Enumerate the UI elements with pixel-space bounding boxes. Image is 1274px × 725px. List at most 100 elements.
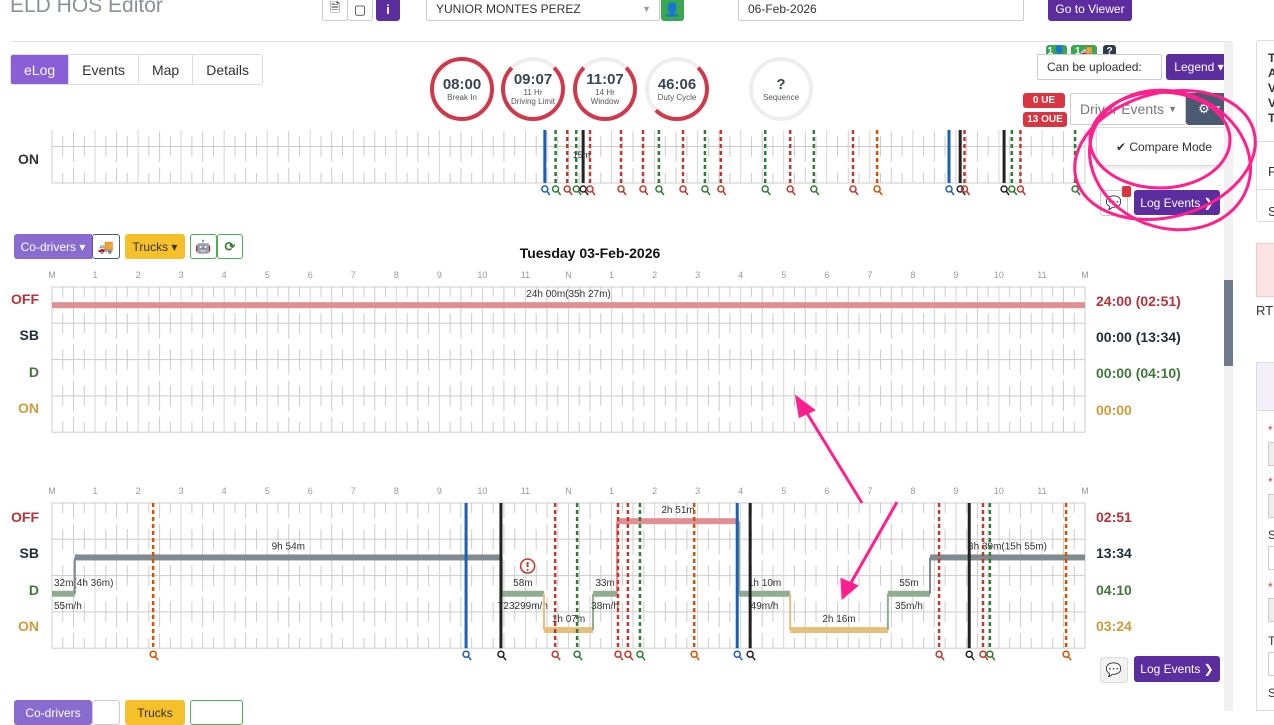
document-icon: 🗎: [329, 0, 341, 15]
tab-events[interactable]: Events: [69, 55, 139, 84]
segment-speed-label: 723299m/h: [498, 601, 548, 612]
status-segment-off: [617, 518, 739, 525]
event-marker-icon: [960, 185, 969, 193]
android-button[interactable]: 🤖: [190, 234, 217, 259]
required-marker: *: [1268, 423, 1273, 437]
note-icon-button[interactable]: ▢: [347, 0, 373, 21]
status-segment-on: [790, 627, 888, 634]
driver-profile-button[interactable]: 👤: [661, 0, 684, 21]
document-icon-button[interactable]: 🗎: [322, 0, 348, 21]
hour-label: 10: [477, 270, 487, 280]
gauge-sequence: ? Sequence: [749, 57, 813, 121]
hour-label: 5: [781, 486, 786, 496]
hour-label: 4: [738, 486, 743, 496]
side-input[interactable]: [1268, 598, 1274, 622]
truck-button[interactable]: 🚚: [92, 234, 120, 259]
co-drivers-dropdown[interactable]: Co-drivers ▾: [14, 234, 92, 259]
gauge-label: 11 Hr: [523, 88, 543, 97]
hour-label: N: [565, 270, 572, 280]
driver-select[interactable]: YUNIOR MONTES PEREZ ▼: [426, 0, 660, 21]
hour-label: 2: [652, 486, 657, 496]
hour-label: 8: [394, 486, 399, 496]
event-marker-icon: [497, 650, 505, 658]
segment-speed-label: 38m/h: [591, 601, 619, 612]
event-marker-icon: [761, 185, 769, 193]
gauge-value: 46:06: [657, 75, 697, 93]
hour-label: 6: [824, 270, 829, 280]
events-filter-select[interactable]: Driver Events ▼: [1070, 93, 1186, 125]
total-on: 00:00: [1096, 401, 1132, 418]
event-marker-icon: [1000, 185, 1008, 193]
refresh-icon: ⟳: [224, 238, 236, 254]
hour-label: 11: [1037, 270, 1046, 280]
row-label-d: D: [28, 363, 39, 380]
event-marker-icon: [573, 650, 581, 658]
refresh-button[interactable]: ⟳: [217, 234, 243, 259]
event-marker-icon: [1008, 185, 1016, 193]
trucks-dropdown[interactable]: Trucks ▾: [125, 234, 185, 259]
truck-button[interactable]: [92, 700, 120, 725]
gauge-sublabel: Window: [590, 97, 620, 106]
tab-map[interactable]: Map: [139, 55, 194, 84]
side-label: S: [1268, 686, 1274, 700]
gauge-duty-cycle: 46:06 Duty Cycle: [645, 57, 709, 121]
event-marker-icon: [849, 185, 857, 193]
co-drivers-dropdown[interactable]: Co-drivers: [14, 700, 92, 725]
event-marker-icon-handle: [644, 190, 649, 196]
event-marker-icon: [873, 185, 881, 193]
total-sb: 13:34: [1096, 545, 1132, 562]
status-segment-d: [593, 590, 618, 597]
scrollbar[interactable]: [1224, 42, 1233, 711]
status-segment-d: [52, 590, 75, 597]
hour-label: 7: [351, 270, 356, 280]
total-d: 04:10: [1096, 581, 1132, 598]
row-label-off: OFF: [11, 291, 39, 307]
gauge-value: 11:07: [586, 71, 624, 88]
tab-elog[interactable]: eLog: [11, 55, 70, 84]
event-marker-icon: [965, 650, 973, 658]
side-input[interactable]: [1268, 494, 1274, 518]
event-marker-icon: [986, 650, 994, 658]
event-marker-icon-handle: [684, 190, 689, 196]
event-marker-icon-handle: [577, 190, 582, 196]
hour-label: 5: [265, 270, 270, 280]
hour-label: 9: [953, 486, 958, 496]
log-events-button[interactable]: Log Events ❯: [1134, 656, 1220, 682]
go-to-viewer-button[interactable]: Go to Viewer: [1048, 0, 1132, 21]
hour-label: 3: [179, 486, 184, 496]
event-marker-icon: [679, 185, 687, 193]
menu-item-compare-mode[interactable]: ✔ Compare Mode: [1115, 139, 1213, 154]
comments-button-disabled[interactable]: 💬: [1100, 657, 1128, 683]
event-marker-icon: [617, 185, 625, 193]
upload-status-select[interactable]: Can be uploaded:: [1037, 54, 1162, 80]
segment-duration-label: 15m: [573, 150, 591, 160]
info-button[interactable]: i: [376, 0, 400, 21]
event-marker-icon-handle: [660, 190, 665, 196]
event-marker-icon-handle: [1076, 190, 1081, 196]
side-input[interactable]: [1268, 652, 1274, 676]
hour-label: 9: [437, 270, 442, 280]
trucks-dropdown[interactable]: Trucks: [125, 700, 185, 725]
hour-label: 3: [179, 270, 184, 280]
scrollbar-thumb[interactable]: [1224, 280, 1233, 366]
side-input[interactable]: [1268, 546, 1274, 570]
event-marker-icon-handle: [502, 655, 507, 661]
hour-label: 9: [953, 270, 958, 280]
tab-details[interactable]: Details: [206, 61, 249, 78]
date-input[interactable]: 06-Feb-2026: [738, 0, 1024, 21]
android-refresh-group[interactable]: [190, 700, 243, 725]
legend-button[interactable]: Legend ▾: [1166, 54, 1232, 80]
segment-duration-label: 1h 10m: [748, 578, 781, 589]
event-marker-icon-handle: [154, 655, 159, 661]
hour-label: 11: [521, 486, 530, 496]
side-input[interactable]: [1268, 442, 1274, 466]
log-events-button[interactable]: Log Events ❯: [1134, 190, 1220, 215]
event-marker-icon-handle: [622, 190, 627, 196]
check-icon: ✔: [1115, 139, 1130, 154]
row-label-on: ON: [18, 617, 39, 634]
segment-duration-label: 32m(4h 36m): [54, 578, 113, 589]
notification-badge: [1122, 186, 1131, 197]
event-marker-icon: [786, 185, 794, 193]
row-label-on: ON: [18, 399, 39, 416]
side-text: T: [1268, 51, 1274, 65]
